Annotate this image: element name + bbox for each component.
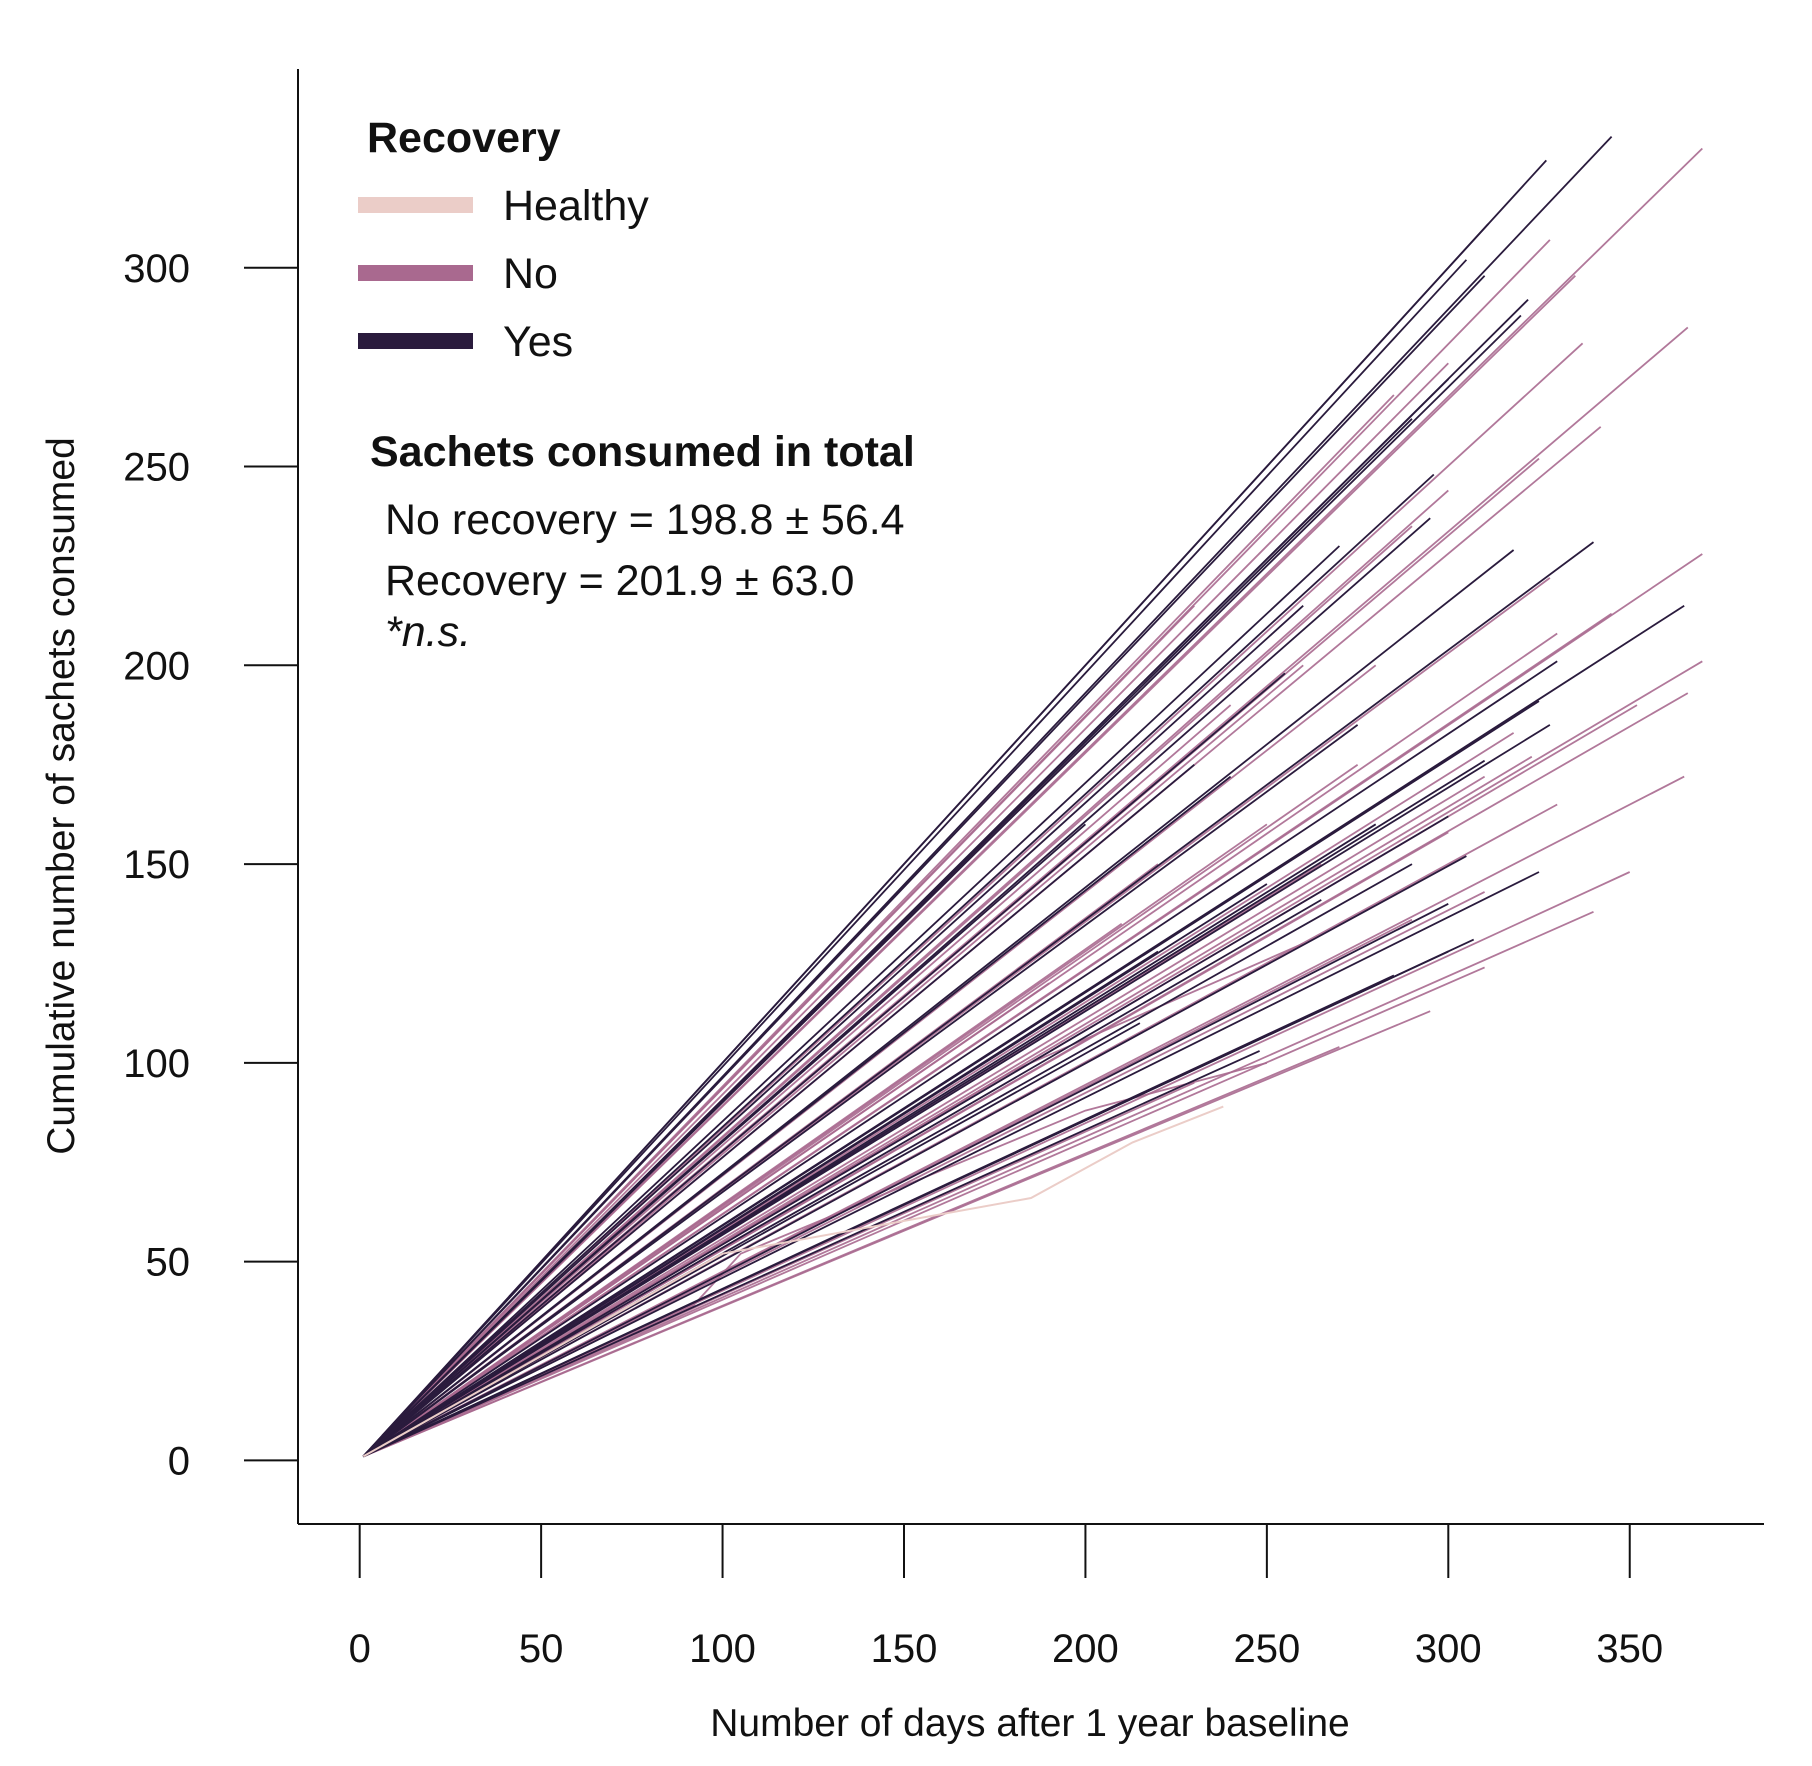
annotation-title: Sachets consumed in total bbox=[370, 428, 915, 476]
series-line-no-70 bbox=[362, 1046, 1340, 1458]
x-tick-label-100: 100 bbox=[689, 1627, 756, 1671]
series-line-no-45 bbox=[362, 362, 1449, 1458]
series-line-no-72 bbox=[362, 1062, 1268, 1458]
series-line-yes-19 bbox=[362, 815, 1449, 1458]
series-line-no-77 bbox=[362, 664, 1304, 1458]
legend-title: Recovery bbox=[367, 114, 561, 162]
series-line-yes-27 bbox=[362, 1050, 1260, 1458]
series-line-yes-5 bbox=[362, 275, 1486, 1458]
legend-label-healthy: Healthy bbox=[503, 182, 649, 230]
series-line-no-66 bbox=[362, 910, 1594, 1458]
y-tick-label-200: 200 bbox=[123, 644, 190, 688]
series-line-yes-35 bbox=[362, 605, 1304, 1458]
legend: Recovery Healthy No Yes bbox=[358, 114, 649, 366]
x-tick-label-300: 300 bbox=[1415, 1627, 1482, 1671]
x-tick-label-250: 250 bbox=[1233, 1627, 1300, 1671]
y-axis-title: Cumulative number of sachets consumed bbox=[40, 437, 83, 1155]
y-tick-label-150: 150 bbox=[123, 843, 190, 887]
series-line-yes-32 bbox=[362, 545, 1341, 1458]
series-line-yes-16 bbox=[362, 700, 1540, 1458]
x-tick-label-50: 50 bbox=[519, 1627, 564, 1671]
series-line-yes-2 bbox=[362, 159, 1547, 1458]
series-line-yes-21 bbox=[362, 855, 1467, 1458]
series-line-no-60 bbox=[362, 775, 1486, 1458]
series-line-yes-36 bbox=[362, 823, 1086, 1458]
series-line-healthy-0 bbox=[362, 1105, 1224, 1458]
series-line-yes-13 bbox=[362, 541, 1595, 1458]
series-line-yes-37 bbox=[362, 724, 1359, 1458]
series-line-no-50 bbox=[362, 525, 1413, 1458]
y-tick-label-300: 300 bbox=[123, 247, 190, 291]
y-tick-label-250: 250 bbox=[123, 446, 190, 490]
y-tick-label-100: 100 bbox=[123, 1042, 190, 1086]
series-line-yes-4 bbox=[362, 259, 1468, 1458]
legend-label-yes: Yes bbox=[503, 318, 573, 366]
x-tick-label-0: 0 bbox=[349, 1627, 371, 1671]
axes: 0 50 100 150 200 250 300 0 50 100 150 200 250 300 350 bbox=[123, 69, 1764, 1671]
series-line-no-42 bbox=[362, 275, 1576, 1458]
series-line-no-82 bbox=[362, 605, 1195, 1458]
annotation-no-recovery: No recovery = 198.8 ± 56.4 bbox=[385, 496, 905, 544]
x-tick-label-150: 150 bbox=[871, 1627, 938, 1671]
series-line-yes-30 bbox=[362, 775, 1232, 1458]
series-line-no-80 bbox=[362, 823, 1268, 1458]
series-line-yes-15 bbox=[362, 660, 1558, 1458]
series-line-yes-39 bbox=[362, 950, 1159, 1458]
series-line-no-81 bbox=[362, 982, 1050, 1458]
x-axis-title: Number of days after 1 year baseline bbox=[710, 1702, 1350, 1745]
series-line-no-75 bbox=[362, 704, 1232, 1458]
series-line-yes-10 bbox=[362, 473, 1435, 1458]
series-line-yes-29 bbox=[362, 899, 1322, 1458]
x-tick-label-350: 350 bbox=[1596, 1627, 1663, 1671]
series-line-no-53 bbox=[362, 612, 1613, 1458]
series-line-no-65 bbox=[362, 891, 1486, 1458]
legend-label-no: No bbox=[503, 250, 558, 298]
series-line-yes-33 bbox=[362, 764, 1195, 1458]
x-tick-label-200: 200 bbox=[1052, 1627, 1119, 1671]
series-line-yes-9 bbox=[362, 418, 1413, 1458]
series-line-yes-22 bbox=[362, 871, 1540, 1458]
y-tick-label-0: 0 bbox=[168, 1439, 190, 1483]
annotation-note: *n.s. bbox=[385, 608, 471, 656]
series-line-yes-31 bbox=[362, 672, 1286, 1458]
series-line-yes-23 bbox=[362, 902, 1449, 1458]
annotation-recovery: Recovery = 201.9 ± 63.0 bbox=[385, 557, 854, 605]
y-tick-label-50: 50 bbox=[146, 1241, 191, 1285]
series-line-yes-26 bbox=[362, 974, 1395, 1458]
series-line-yes-34 bbox=[362, 823, 1377, 1458]
series-line-no-68 bbox=[362, 966, 1485, 1458]
annotation: Sachets consumed in total No recovery = … bbox=[370, 428, 915, 656]
series-lines bbox=[362, 135, 1703, 1458]
